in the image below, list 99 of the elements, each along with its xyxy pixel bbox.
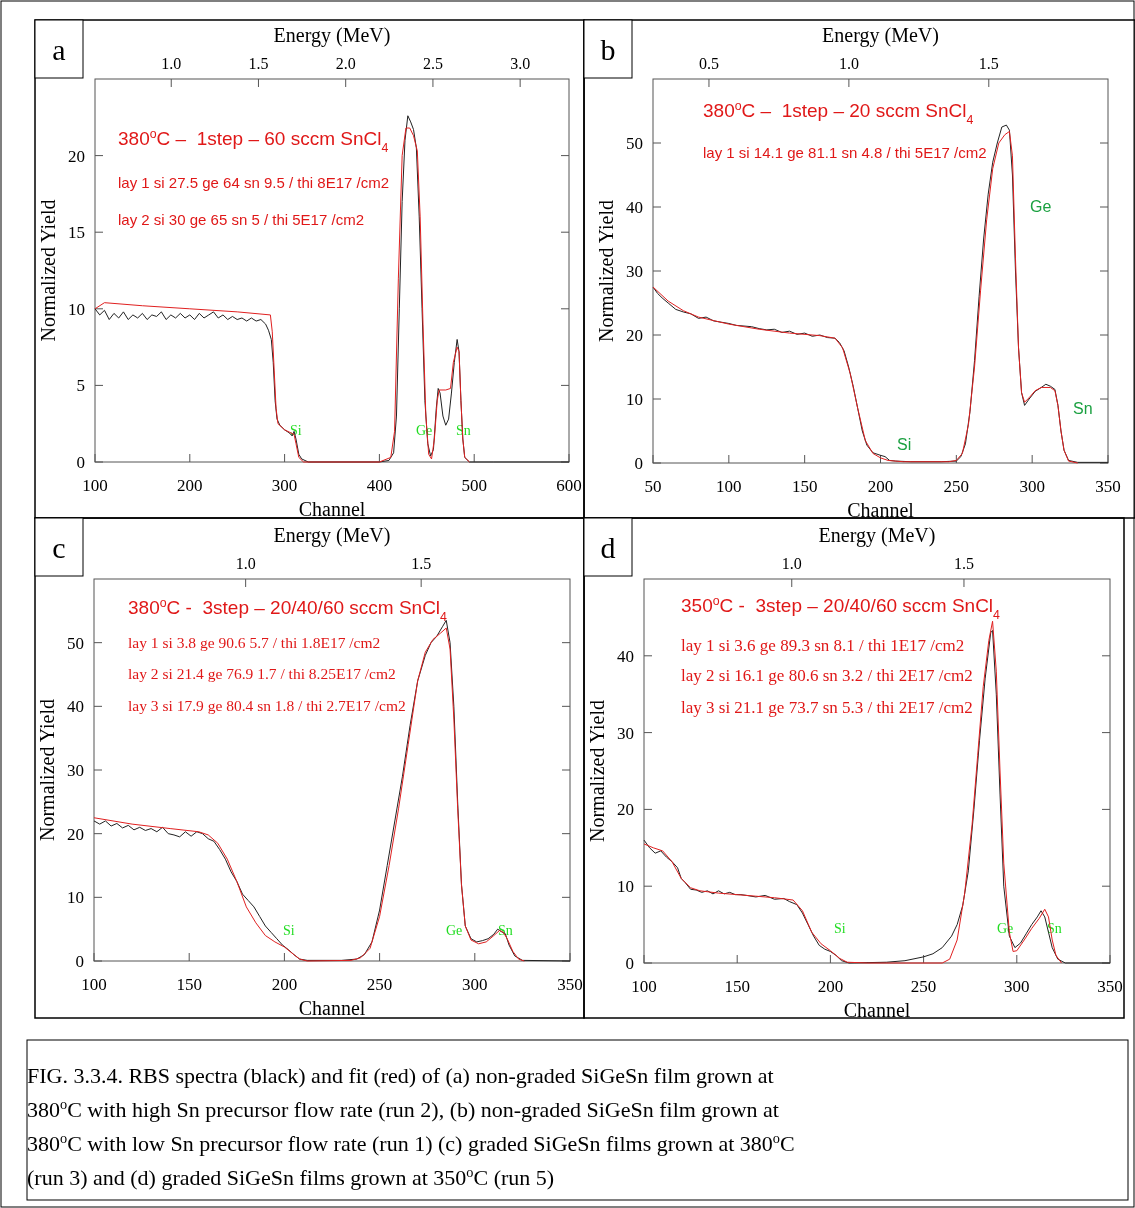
y-tick-label: 0 bbox=[634, 454, 643, 473]
annotation: 380$^{o}$C - 3step – 20/40/60 sccm SnCl$_{4}$ bbox=[128, 596, 448, 624]
annotation: 380$^{o}$C – 1step – 60 sccm SnCl$_{4}$ bbox=[118, 127, 389, 155]
y-axis-title: Normalized Yield bbox=[586, 700, 608, 842]
x2-tick-label: 2.0 bbox=[335, 55, 356, 72]
y-tick-label: 0 bbox=[76, 453, 85, 472]
x-axis-title: Channel bbox=[298, 498, 366, 520]
x-axis-title: Channel bbox=[843, 999, 911, 1021]
x-tick-label: 150 bbox=[176, 975, 202, 994]
y-tick-label: 50 bbox=[626, 134, 643, 153]
x-tick-label: 200 bbox=[817, 977, 844, 996]
x2-axis-title: Energy (MeV) bbox=[273, 24, 391, 47]
x2-tick-label: 1.0 bbox=[235, 555, 256, 572]
x-tick-label: 50 bbox=[644, 477, 662, 496]
x-tick-label: 300 bbox=[1019, 477, 1045, 496]
y-tick-label: 5 bbox=[76, 376, 85, 396]
annotation: 350$^{o}$C - 3step – 20/40/60 sccm SnCl$_{4}$ bbox=[681, 594, 1001, 622]
x2-tick-label: 1.5 bbox=[411, 555, 432, 572]
x-tick-label: 350 bbox=[557, 975, 583, 994]
y-axis-title: Normalized Yield bbox=[37, 199, 59, 342]
annotation: lay 3 si 17.9 ge 80.4 sn 1.8 / thi 2.7E17 /cm2 bbox=[128, 697, 406, 714]
y-tick-label: 20 bbox=[617, 800, 634, 820]
x-tick-label: 600 bbox=[556, 476, 582, 495]
y-tick-label: 10 bbox=[68, 299, 85, 319]
y-tick-label: 40 bbox=[617, 646, 634, 666]
x-tick-label: 250 bbox=[910, 977, 937, 996]
annotation: lay 2 si 16.1 ge 80.6 sn 3.2 / thi 2E17 /cm2 bbox=[681, 666, 973, 685]
y-tick-label: 20 bbox=[68, 146, 85, 166]
x-tick-label: 100 bbox=[81, 975, 107, 994]
annotation: Sn bbox=[498, 923, 513, 939]
y-axis-title: Normalized Yield bbox=[36, 699, 58, 841]
text: b bbox=[600, 33, 616, 66]
x-tick-label: 300 bbox=[1004, 977, 1030, 996]
x2-tick-label: 1.0 bbox=[838, 55, 859, 72]
annotation: lay 1 si 27.5 ge 64 sn 9.5 / thi 8E17 /cm2 bbox=[118, 174, 389, 191]
annotation: Ge bbox=[1030, 198, 1052, 216]
x2-axis-title: Energy (MeV) bbox=[273, 524, 391, 547]
y-tick-label: 10 bbox=[617, 877, 634, 897]
x2-tick-label: 1.5 bbox=[248, 55, 269, 72]
annotation: 380$^{o}$C – 1step – 20 sccm SnCl$_{4}$ bbox=[703, 99, 974, 127]
x-tick-label: 200 bbox=[271, 975, 298, 994]
annotation: Ge bbox=[446, 923, 463, 939]
x-tick-label: 300 bbox=[271, 476, 298, 495]
annotation: lay 2 si 21.4 ge 76.9 1.7 / thi 8.25E17 /cm2 bbox=[128, 665, 396, 682]
line-series bbox=[94, 127, 470, 463]
y-tick-label: 10 bbox=[626, 390, 643, 409]
y-tick-label: 20 bbox=[67, 824, 84, 844]
annotation: lay 2 si 30 ge 65 sn 5 / thi 5E17 /cm2 bbox=[118, 211, 364, 228]
annotation: lay 1 si 3.8 ge 90.6 5.7 / thi 1.8E17 /cm2 bbox=[128, 634, 381, 651]
annotation: Si bbox=[897, 436, 912, 454]
text: a bbox=[52, 33, 66, 66]
x-tick-label: 100 bbox=[631, 977, 657, 996]
annotation: Sn bbox=[1073, 400, 1093, 418]
x2-tick-label: 3.0 bbox=[510, 55, 531, 72]
x-tick-label: 100 bbox=[716, 477, 742, 496]
y-axis-title: Normalized Yield bbox=[595, 200, 617, 342]
y-tick-label: 0 bbox=[625, 954, 634, 973]
x-axis-title: Channel bbox=[847, 499, 915, 521]
y-tick-label: 30 bbox=[626, 262, 643, 281]
annotation: lay 1 si 14.1 ge 81.1 sn 4.8 / thi 5E17 /cm2 bbox=[703, 144, 987, 161]
x-tick-label: 150 bbox=[724, 977, 750, 996]
annotation: Sn bbox=[1047, 921, 1062, 937]
y-tick-label: 30 bbox=[617, 723, 634, 743]
annotation: lay 3 si 21.1 ge 73.7 sn 5.3 / thi 2E17 /cm2 bbox=[681, 698, 973, 717]
x-tick-label: 400 bbox=[366, 476, 393, 495]
x2-tick-label: 1.0 bbox=[781, 555, 802, 572]
y-tick-label: 40 bbox=[67, 697, 84, 717]
y-tick-label: 0 bbox=[75, 952, 84, 971]
x2-tick-label: 1.0 bbox=[161, 55, 182, 72]
x-axis-title: Channel bbox=[298, 997, 366, 1019]
x2-tick-label: 2.5 bbox=[422, 55, 443, 72]
x2-tick-label: 1.5 bbox=[978, 55, 999, 72]
x-tick-label: 100 bbox=[82, 476, 108, 495]
x2-tick-label: 0.5 bbox=[698, 55, 719, 72]
x-tick-label: 200 bbox=[867, 477, 894, 496]
x2-axis-title: Energy (MeV) bbox=[818, 524, 936, 547]
y-tick-label: 15 bbox=[68, 223, 85, 243]
y-tick-label: 40 bbox=[626, 198, 643, 217]
annotation: lay 1 si 3.6 ge 89.3 sn 8.1 / thi 1E17 /cm2 bbox=[681, 636, 965, 655]
text: FIG. 3.3.4. RBS spectra (black) and fit (red) of (a) non-graded SiGeSn film grown at 380$^{o}$C with high Sn precursor flow rate (run 2), (b) non-graded SiGeSn film grown at 380$^{o}$C with low Sn precursor flow rate (run 1) (c) graded SiGeSn films grown at 380$^{o}$C (run 3) and (d) graded SiGeSn films grown at 350$^{o}$C (run 5) bbox=[27, 1063, 795, 1190]
x-tick-label: 500 bbox=[461, 476, 487, 495]
x-tick-label: 350 bbox=[1095, 477, 1121, 496]
y-tick-label: 50 bbox=[67, 633, 84, 653]
y-tick-label: 10 bbox=[67, 888, 84, 908]
annotation: Si bbox=[283, 923, 295, 939]
annotation: Si bbox=[290, 423, 302, 439]
text: c bbox=[52, 531, 66, 564]
x-tick-label: 200 bbox=[177, 476, 203, 495]
annotation: Si bbox=[834, 921, 846, 937]
x-tick-label: 350 bbox=[1097, 977, 1123, 996]
text: d bbox=[600, 531, 616, 564]
y-tick-label: 30 bbox=[67, 761, 84, 780]
x-tick-label: 300 bbox=[462, 975, 488, 994]
x2-tick-label: 1.5 bbox=[953, 555, 974, 572]
x-tick-label: 150 bbox=[791, 477, 818, 496]
x-tick-label: 250 bbox=[943, 477, 970, 496]
x2-axis-title: Energy (MeV) bbox=[822, 24, 939, 47]
y-tick-label: 20 bbox=[626, 326, 643, 345]
x-tick-label: 250 bbox=[366, 975, 393, 994]
